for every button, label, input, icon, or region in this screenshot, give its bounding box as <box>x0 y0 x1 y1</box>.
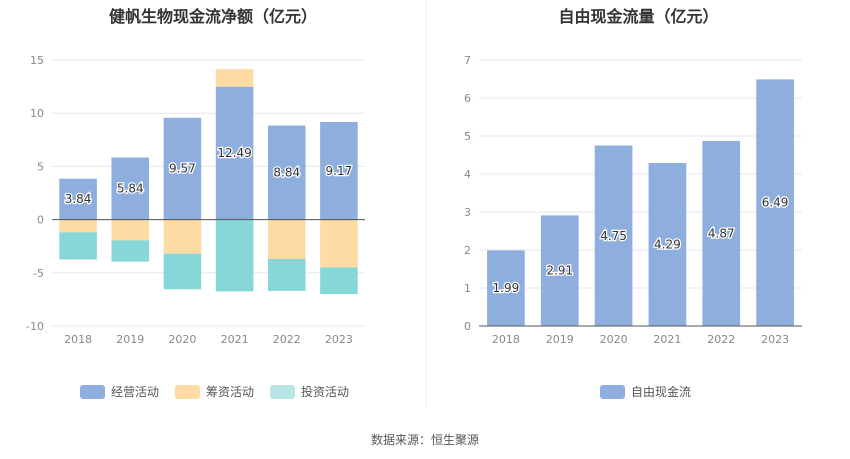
bar-investing <box>320 267 358 295</box>
x-tick-label: 2020 <box>168 333 196 346</box>
bar-free_cash_flow <box>540 215 579 326</box>
bar-investing <box>111 240 150 262</box>
legend-swatch-investing <box>270 384 296 399</box>
x-tick-label: 2022 <box>273 333 301 346</box>
y-tick-label: -10 <box>26 320 44 333</box>
bar-data-label: 6.49 <box>762 196 789 210</box>
bar-free_cash_flow <box>594 145 633 326</box>
bar-data-label: 4.75 <box>600 229 627 243</box>
bar-investing <box>163 253 202 290</box>
bar-investing <box>215 219 254 292</box>
x-tick-label: 2021 <box>221 333 249 346</box>
bar-investing <box>267 258 306 291</box>
y-tick-label: 0 <box>464 320 471 333</box>
legend-item-financing[interactable]: 筹资活动 <box>175 383 254 400</box>
legend-label-free-cash-flow: 自由现金流 <box>631 385 692 399</box>
legend-swatch-operating <box>80 384 105 399</box>
y-tick-label: 0 <box>37 214 44 227</box>
y-tick-label: -5 <box>33 267 44 280</box>
bar-data-label: 9.17 <box>326 164 353 178</box>
legend-swatch-free-cash-flow <box>600 384 625 399</box>
y-tick-label: 4 <box>464 168 471 181</box>
bar-financing <box>215 69 254 87</box>
y-tick-label: 6 <box>464 92 471 105</box>
bar-data-label: 2.91 <box>546 264 573 278</box>
left-chart-plot: 15 10 5 0 -5 -10 3.84 2018 5.84 2019 9.57 2020 12.49… <box>26 54 365 346</box>
bar-operating <box>320 122 358 220</box>
legend-swatch-financing <box>175 384 201 399</box>
bar-data-label: 8.84 <box>273 166 300 180</box>
bar-financing <box>111 219 150 241</box>
bar-operating <box>215 86 254 220</box>
x-tick-label: 2020 <box>600 333 628 346</box>
bar-data-label: 9.57 <box>169 162 196 176</box>
x-tick-label: 2018 <box>64 333 92 346</box>
x-tick-label: 2023 <box>761 333 789 346</box>
y-tick-label: 5 <box>37 160 44 173</box>
bar-free_cash_flow <box>648 162 687 326</box>
bar-data-label: 3.84 <box>65 192 92 206</box>
bar-financing <box>59 219 97 233</box>
bar-investing <box>59 232 97 260</box>
x-tick-label: 2023 <box>325 333 353 346</box>
bar-financing <box>320 219 358 268</box>
bar-operating <box>163 117 202 220</box>
panel-divider <box>426 0 427 408</box>
right-legend: 自由现金流 <box>600 383 691 400</box>
bar-free_cash_flow <box>487 250 525 326</box>
bar-free_cash_flow <box>756 79 794 326</box>
y-tick-label: 5 <box>464 130 471 143</box>
data-source: 数据来源：恒生聚源 <box>370 433 479 447</box>
legend-label-financing: 筹资活动 <box>206 385 255 399</box>
bar-operating <box>59 178 97 220</box>
x-tick-label: 2018 <box>492 333 520 346</box>
x-tick-label: 2021 <box>653 333 681 346</box>
bar-operating <box>111 157 150 220</box>
right-chart-plot: 7 6 5 4 3 2 1 0 1.99 2018 2.91 2019 4.75 2020 4.29 2021… <box>464 54 802 346</box>
x-tick-label: 2022 <box>707 333 735 346</box>
x-tick-label: 2019 <box>116 333 144 346</box>
bar-data-label: 12.49 <box>217 146 251 160</box>
legend-item-investing[interactable]: 投资活动 <box>270 383 349 400</box>
y-tick-label: 15 <box>30 54 44 67</box>
bar-financing <box>163 219 202 254</box>
legend-item-operating[interactable]: 经营活动 <box>80 383 159 400</box>
legend-item-free-cash-flow[interactable]: 自由现金流 <box>600 383 691 400</box>
bar-data-label: 4.29 <box>654 237 681 251</box>
legend-label-operating: 经营活动 <box>111 385 160 399</box>
legend-label-investing: 投资活动 <box>301 385 350 399</box>
bar-financing <box>267 219 306 259</box>
y-tick-label: 2 <box>464 244 471 257</box>
bar-data-label: 5.84 <box>117 182 144 196</box>
left-legend: 经营活动 筹资活动 投资活动 <box>80 383 349 400</box>
y-tick-label: 1 <box>464 282 471 295</box>
bar-free_cash_flow <box>702 140 741 326</box>
y-tick-label: 10 <box>30 107 44 120</box>
bar-data-label: 1.99 <box>493 281 520 295</box>
left-chart-title: 健帆生物现金流净额（亿元） <box>108 7 317 26</box>
right-chart-title: 自由现金流量（亿元） <box>558 7 719 26</box>
y-tick-label: 3 <box>464 206 471 219</box>
bar-data-label: 4.87 <box>708 226 735 240</box>
x-tick-label: 2019 <box>546 333 574 346</box>
y-tick-label: 7 <box>464 54 471 67</box>
bar-operating <box>267 125 306 220</box>
